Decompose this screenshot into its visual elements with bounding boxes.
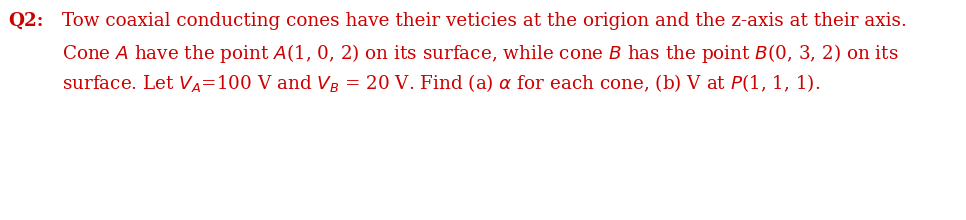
Text: Cone $A$ have the point $A$(1, 0, 2) on its surface, while cone $B$ has the poin: Cone $A$ have the point $A$(1, 0, 2) on … xyxy=(62,42,898,65)
Text: surface. Let $V_A$=100 V and $V_B$ = 20 V. Find (a) $\alpha$ for each cone, (b) : surface. Let $V_A$=100 V and $V_B$ = 20 … xyxy=(62,72,820,94)
Text: Tow coaxial conducting cones have their veticies at the origion and the z-axis a: Tow coaxial conducting cones have their … xyxy=(62,12,907,30)
Text: Q2:: Q2: xyxy=(8,12,43,30)
